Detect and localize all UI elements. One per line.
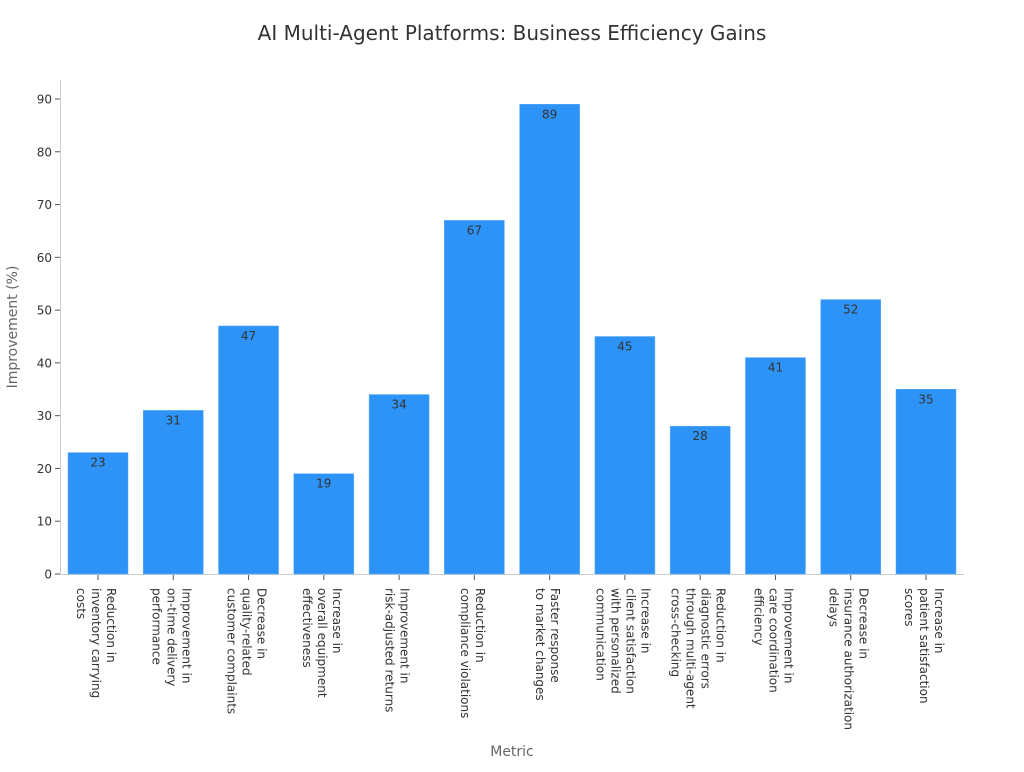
x-tick-label: Reduction indiagnostic errorsthrough mul…: [669, 588, 728, 709]
y-tick-label: 90: [37, 93, 52, 107]
y-tick-label: 10: [37, 515, 52, 529]
y-axis-label: Improvement (%): [5, 266, 21, 389]
x-tick-label-line: Increase in: [330, 588, 344, 654]
bar-value-label: 34: [391, 398, 406, 412]
x-tick-label-line: Reduction in: [473, 588, 487, 663]
bar: [745, 357, 806, 575]
x-tick-label-line: Improvement in: [398, 588, 412, 683]
bar: [444, 220, 505, 575]
x-tick-label-line: Increase in: [638, 588, 652, 654]
x-tick-label-line: performance: [149, 588, 163, 665]
x-tick-label: Increase inpatient satisfactionscores: [902, 588, 946, 704]
x-tick-label-line: costs: [74, 588, 88, 619]
bar-value-label: 67: [467, 223, 482, 237]
y-tick-label: 70: [37, 198, 52, 212]
bar-value-label: 47: [241, 329, 256, 343]
y-tick-label: 40: [37, 356, 52, 370]
x-tick-label-line: Reduction in: [714, 588, 728, 663]
x-tick-label-line: care coordination: [766, 588, 780, 693]
bar: [594, 336, 656, 575]
x-tick-label-line: on-time delivery: [164, 588, 178, 686]
bar-value-label: 52: [843, 303, 858, 317]
y-tick-label: 50: [37, 304, 52, 318]
chart-title: AI Multi-Agent Platforms: Business Effic…: [258, 21, 767, 45]
y-tick-label: 20: [37, 462, 52, 476]
y-tick-label: 80: [37, 145, 52, 159]
bar: [368, 394, 430, 575]
bar-value-label: 45: [617, 340, 632, 354]
bar-value-label: 35: [918, 392, 933, 406]
bar: [218, 325, 279, 575]
x-tick-label-line: inventory carrying: [89, 588, 103, 698]
bar-value-label: 89: [542, 107, 557, 121]
x-tick-label: Decrease ininsurance authorizationdelays: [827, 588, 871, 730]
y-tick-label: 30: [37, 409, 52, 423]
x-tick-label-line: patient satisfaction: [917, 588, 931, 704]
x-tick-label: Improvement inon-time deliveryperformanc…: [149, 588, 193, 686]
bar-value-label: 28: [693, 429, 708, 443]
x-tick-label-line: scores: [902, 588, 916, 627]
x-tick-label-line: insurance authorization: [842, 588, 856, 730]
x-tick-label-line: efficiency: [751, 588, 765, 646]
bar: [895, 389, 957, 575]
x-tick-label: Improvement inrisk-adjusted returns: [383, 588, 412, 712]
bar-value-label: 31: [166, 413, 181, 427]
bar: [519, 104, 580, 575]
x-tick-label-line: Decrease in: [857, 588, 871, 659]
x-tick-label-line: diagnostic errors: [699, 588, 713, 689]
x-tick-label-line: overall equipment: [315, 588, 329, 698]
bar-value-label: 19: [316, 477, 331, 491]
x-axis-label: Metric: [490, 744, 534, 760]
bar: [143, 410, 204, 575]
x-tick-label: Decrease inquality-relatedcustomer compl…: [225, 588, 269, 714]
x-tick-label: Improvement incare coordinationefficienc…: [751, 588, 795, 693]
y-tick-label: 60: [37, 251, 52, 265]
x-tick-label-line: risk-adjusted returns: [383, 588, 397, 712]
bar-value-label: 41: [768, 361, 783, 375]
x-tick-label-line: Increase in: [932, 588, 946, 654]
x-tick-label-line: delays: [827, 588, 841, 627]
x-tick-label-line: communication: [593, 588, 607, 681]
y-tick-label: 0: [44, 568, 52, 582]
bar: [293, 473, 355, 575]
x-tick-label: Faster responseto market changes: [533, 588, 562, 701]
x-tick-label-line: with personalized: [608, 588, 622, 694]
x-tick-label-line: Improvement in: [781, 588, 795, 683]
x-tick-label-line: cross-checking: [669, 588, 683, 677]
x-tick-label-line: to market changes: [533, 588, 547, 701]
x-tick-label-line: client satisfaction: [623, 588, 637, 694]
x-tick-label: Reduction incompliance violations: [458, 588, 487, 718]
x-tick-label-line: customer complaints: [225, 588, 239, 714]
x-tick-label-line: compliance violations: [458, 588, 472, 718]
x-tick-label: Reduction ininventory carryingcosts: [74, 588, 118, 698]
x-tick-label-line: Improvement in: [179, 588, 193, 683]
bar: [820, 299, 881, 575]
x-tick-label: Increase inoverall equipmenteffectivenes…: [300, 588, 344, 698]
x-tick-label-line: Reduction in: [104, 588, 118, 663]
x-tick-label-line: Faster response: [548, 588, 562, 683]
x-tick-label-line: through multi-agent: [684, 588, 698, 709]
x-tick-label: Increase inclient satisfactionwith perso…: [593, 588, 652, 694]
bar: [669, 425, 731, 575]
bar-value-label: 23: [90, 456, 105, 470]
bar: [67, 452, 129, 575]
x-tick-label-line: Decrease in: [255, 588, 269, 659]
x-tick-label-line: quality-related: [240, 588, 254, 676]
x-tick-label-line: effectiveness: [300, 588, 314, 668]
